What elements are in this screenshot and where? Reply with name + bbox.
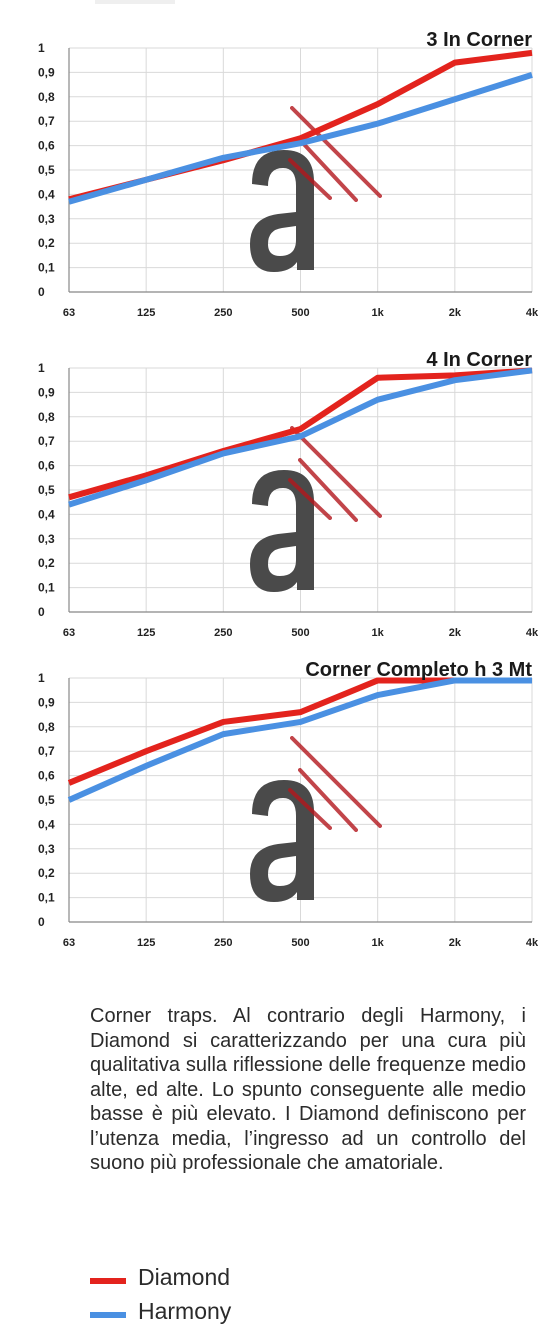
chart-svg: 1 0,9 0,8 0,7 0,6 0,5 0,4 0,3 0,2 0,1 0 63 125 250 500…	[38, 659, 539, 949]
y-tick-label: 1	[38, 361, 45, 375]
y-tick-label: 0,3	[38, 842, 55, 856]
x-tick-label: 4k	[526, 307, 539, 319]
chart-title: Corner Completo h 3 Mt	[305, 659, 532, 681]
x-tick-label: 1k	[372, 627, 385, 639]
legend-swatch-harmony	[90, 1312, 126, 1318]
y-tick-label: 0,5	[38, 793, 55, 807]
y-tick-label: 0	[38, 285, 45, 299]
chart-title: 3 In Corner	[426, 29, 532, 51]
y-tick-label: 0,3	[38, 532, 55, 546]
y-tick-label: 0,1	[38, 581, 55, 595]
legend-item-diamond: Diamond	[90, 1260, 390, 1294]
y-tick-label: 0,9	[38, 695, 55, 709]
x-tick-label: 500	[291, 627, 309, 639]
chart-svg: 1 0,9 0,8 0,7 0,6 0,5 0,4 0,3 0,2 0,1 0 63 125 250 500…	[38, 29, 539, 319]
legend-item-harmony: Harmony	[90, 1294, 390, 1328]
y-tick-label: 0,1	[38, 891, 55, 905]
y-tick-label: 0,6	[38, 769, 55, 783]
y-tick-label: 0,9	[38, 65, 55, 79]
y-tick-label: 0,4	[38, 817, 55, 831]
x-tick-label: 250	[214, 307, 232, 319]
y-tick-label: 0,2	[38, 236, 55, 250]
y-tick-label: 0,4	[38, 507, 55, 521]
y-tick-label: 0	[38, 915, 45, 929]
watermark-slash	[298, 138, 358, 202]
watermark-slash	[290, 106, 382, 198]
legend: Diamond Harmony	[90, 1260, 390, 1328]
watermark-letter	[250, 470, 314, 592]
x-tick-label: 250	[214, 937, 232, 949]
x-tick-label: 1k	[372, 307, 385, 319]
x-tick-label: 4k	[526, 627, 539, 639]
y-tick-label: 0,6	[38, 459, 55, 473]
legend-label-diamond: Diamond	[138, 1263, 231, 1290]
legend-swatch-diamond	[90, 1278, 126, 1284]
chart-corner-completo: 1 0,9 0,8 0,7 0,6 0,5 0,4 0,3 0,2 0,1 0 63 125 250 500…	[0, 630, 544, 950]
x-tick-label: 2k	[449, 627, 462, 639]
y-tick-label: 0,7	[38, 434, 55, 448]
x-tick-label: 2k	[449, 937, 462, 949]
watermark-letter	[250, 150, 314, 272]
x-tick-label: 250	[214, 627, 232, 639]
x-tick-label: 2k	[449, 307, 462, 319]
y-tick-label: 0,1	[38, 261, 55, 275]
x-tick-label: 4k	[526, 937, 539, 949]
x-tick-label: 125	[137, 937, 155, 949]
watermark-slash	[288, 478, 332, 520]
y-tick-label: 0,2	[38, 866, 55, 880]
watermark-letter	[250, 780, 314, 902]
y-tick-label: 1	[38, 41, 45, 55]
x-tick-label: 500	[291, 307, 309, 319]
y-tick-label: 0,8	[38, 90, 55, 104]
chart-4-in-corner: 1 0,9 0,8 0,7 0,6 0,5 0,4 0,3 0,2 0,1 0 63 125 250 500…	[0, 320, 544, 640]
a-logo-watermark-icon	[250, 736, 382, 902]
y-tick-label: 0,8	[38, 410, 55, 424]
top-strip	[95, 0, 175, 4]
y-tick-label: 0,7	[38, 744, 55, 758]
x-tick-label: 125	[137, 627, 155, 639]
description-text: Corner traps. Al contrario degli Harmony…	[90, 1005, 526, 1174]
watermark-slash	[290, 426, 382, 518]
x-tick-label: 125	[137, 307, 155, 319]
watermark-slash	[288, 158, 332, 200]
y-tick-label: 0,5	[38, 483, 55, 497]
y-tick-label: 0,8	[38, 720, 55, 734]
watermark-slash	[298, 458, 358, 522]
x-tick-label: 63	[63, 627, 75, 639]
a-logo-watermark-icon	[250, 426, 382, 592]
y-tick-label: 0	[38, 605, 45, 619]
x-tick-label: 63	[63, 937, 75, 949]
y-tick-label: 0,4	[38, 187, 55, 201]
chart-3-in-corner: 1 0,9 0,8 0,7 0,6 0,5 0,4 0,3 0,2 0,1 0 63 125 250 500…	[0, 0, 544, 320]
y-tick-label: 0,2	[38, 556, 55, 570]
a-logo-watermark-icon	[250, 106, 382, 272]
watermark-slash	[298, 768, 358, 832]
x-tick-label: 1k	[372, 937, 385, 949]
watermark-slash	[288, 788, 332, 830]
x-tick-label: 500	[291, 937, 309, 949]
watermark-slash	[290, 736, 382, 828]
y-tick-label: 0,6	[38, 139, 55, 153]
legend-label-harmony: Harmony	[138, 1297, 232, 1324]
y-tick-label: 0,9	[38, 385, 55, 399]
x-tick-label: 63	[63, 307, 75, 319]
y-tick-label: 1	[38, 671, 45, 685]
chart-svg: 1 0,9 0,8 0,7 0,6 0,5 0,4 0,3 0,2 0,1 0 63 125 250 500…	[38, 349, 539, 639]
chart-title: 4 In Corner	[426, 349, 532, 371]
y-tick-label: 0,3	[38, 212, 55, 226]
y-tick-label: 0,5	[38, 163, 55, 177]
y-tick-label: 0,7	[38, 114, 55, 128]
